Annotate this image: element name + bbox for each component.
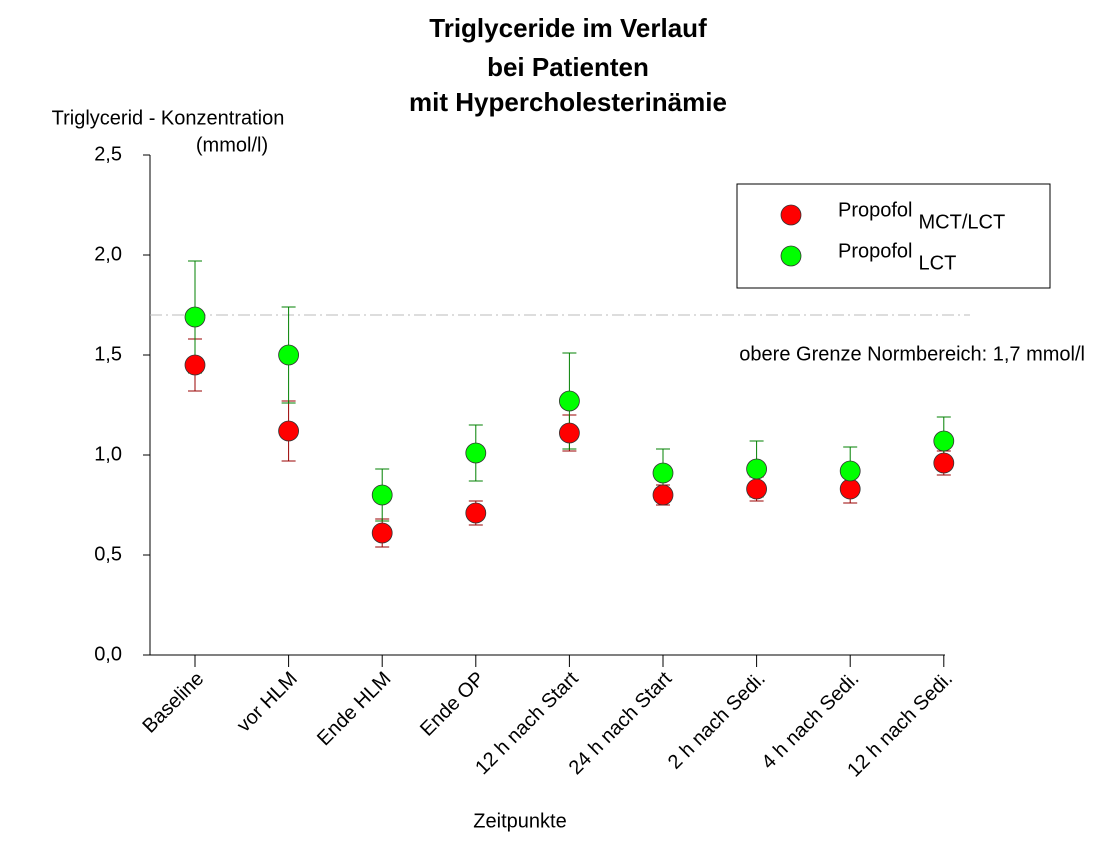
data-point	[652, 484, 674, 506]
legend-marker	[780, 204, 802, 226]
legend-label: Propofol	[838, 240, 913, 262]
y-axis-label: (mmol/l)	[196, 134, 268, 156]
y-tick-label: 1,5	[94, 343, 122, 365]
annotation: obere Grenze Normbereich: 1,7 mmol/l	[739, 343, 1085, 365]
legend-marker	[780, 245, 802, 267]
data-point	[746, 478, 767, 500]
data-point	[559, 422, 580, 444]
chart-title: mit Hypercholesterinämie	[409, 87, 727, 117]
data-point	[184, 306, 206, 328]
y-tick-label: 2,0	[94, 243, 122, 265]
data-point	[371, 484, 393, 506]
y-tick-label: 1,0	[94, 443, 122, 465]
legend-subscript: MCT/LCT	[919, 211, 1006, 233]
data-point	[839, 478, 861, 500]
data-point	[371, 522, 393, 544]
data-point	[278, 420, 300, 442]
y-tick-label: 0,0	[94, 643, 122, 665]
chart-title: Triglyceride im Verlauf	[429, 13, 707, 43]
data-point	[465, 442, 487, 464]
chart-title: bei Patienten	[487, 52, 649, 82]
x-tick-label: 4 h nach Sedi.	[757, 668, 863, 774]
data-point	[465, 502, 487, 524]
data-point	[746, 458, 767, 480]
data-point	[184, 354, 206, 376]
x-tick-label: Ende OP	[416, 668, 489, 741]
data-point	[933, 452, 955, 474]
x-tick-label: Ende HLM	[313, 668, 395, 750]
x-tick-label: 2 h nach Sedi.	[664, 668, 770, 774]
y-axis-label: Triglycerid - Konzentration	[52, 107, 285, 129]
legend	[736, 183, 1051, 289]
x-axis-label: Zeitpunkte	[473, 810, 566, 832]
data-point	[933, 430, 955, 452]
legend-subscript: LCT	[919, 252, 957, 274]
x-tick-label: vor HLM	[233, 668, 302, 737]
data-point	[559, 390, 580, 412]
data-point	[652, 462, 674, 484]
data-point	[278, 344, 300, 366]
y-tick-label: 2,5	[94, 143, 122, 165]
x-tick-label: Baseline	[138, 668, 208, 738]
legend-label: Propofol	[838, 199, 913, 221]
data-point	[839, 460, 861, 482]
y-tick-label: 0,5	[94, 543, 122, 565]
